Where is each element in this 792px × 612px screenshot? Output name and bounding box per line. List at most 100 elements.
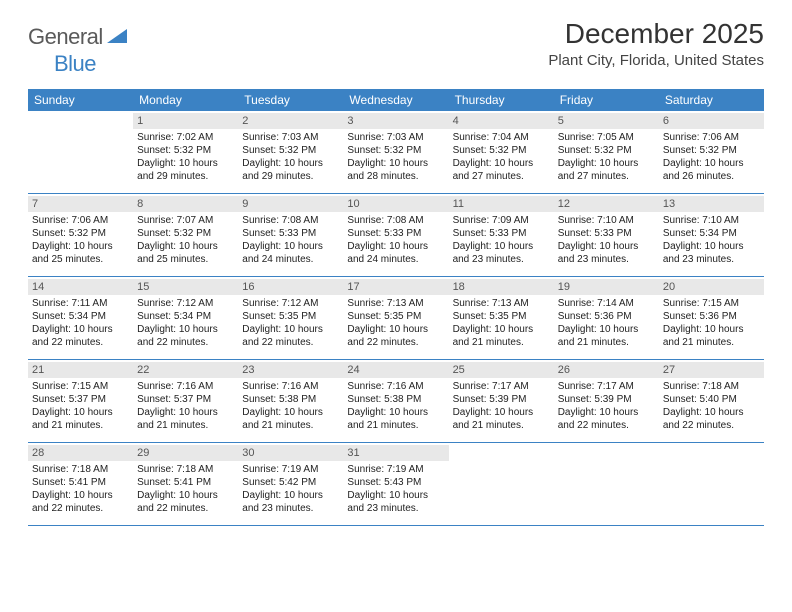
day-cell: 26Sunrise: 7:17 AMSunset: 5:39 PMDayligh… <box>554 360 659 442</box>
sunrise-text: Sunrise: 7:08 AM <box>347 214 444 227</box>
day-number: 18 <box>449 279 554 295</box>
sunrise-text: Sunrise: 7:15 AM <box>663 297 760 310</box>
daylight-text: Daylight: 10 hours and 22 minutes. <box>663 406 760 432</box>
sunset-text: Sunset: 5:32 PM <box>137 144 234 157</box>
day-cell: 7Sunrise: 7:06 AMSunset: 5:32 PMDaylight… <box>28 194 133 276</box>
daylight-text: Daylight: 10 hours and 24 minutes. <box>347 240 444 266</box>
day-cell: 31Sunrise: 7:19 AMSunset: 5:43 PMDayligh… <box>343 443 448 525</box>
day-cell: 24Sunrise: 7:16 AMSunset: 5:38 PMDayligh… <box>343 360 448 442</box>
sunset-text: Sunset: 5:35 PM <box>242 310 339 323</box>
daylight-text: Daylight: 10 hours and 22 minutes. <box>32 489 129 515</box>
day-number: 5 <box>554 113 659 129</box>
day-number: 31 <box>343 445 448 461</box>
logo-text-blue: Blue <box>54 51 96 76</box>
sunset-text: Sunset: 5:33 PM <box>347 227 444 240</box>
daylight-text: Daylight: 10 hours and 25 minutes. <box>32 240 129 266</box>
sunset-text: Sunset: 5:33 PM <box>242 227 339 240</box>
sunrise-text: Sunrise: 7:05 AM <box>558 131 655 144</box>
day-cell: 13Sunrise: 7:10 AMSunset: 5:34 PMDayligh… <box>659 194 764 276</box>
calendar-page: General December 2025 Plant City, Florid… <box>0 0 792 526</box>
day-cell: 30Sunrise: 7:19 AMSunset: 5:42 PMDayligh… <box>238 443 343 525</box>
sunrise-text: Sunrise: 7:03 AM <box>347 131 444 144</box>
sunset-text: Sunset: 5:39 PM <box>558 393 655 406</box>
logo-text-general: General <box>28 24 103 50</box>
daylight-text: Daylight: 10 hours and 27 minutes. <box>453 157 550 183</box>
daylight-text: Daylight: 10 hours and 28 minutes. <box>347 157 444 183</box>
day-cell: 3 Sunrise: 7:03 AMSunset: 5:32 PMDaylight… <box>343 111 448 193</box>
day-number: 14 <box>28 279 133 295</box>
daylight-text: Daylight: 10 hours and 22 minutes. <box>242 323 339 349</box>
day-cell: 14Sunrise: 7:11 AMSunset: 5:34 PMDayligh… <box>28 277 133 359</box>
sunset-text: Sunset: 5:32 PM <box>453 144 550 157</box>
day-number: 27 <box>659 362 764 378</box>
daylight-text: Daylight: 10 hours and 21 minutes. <box>453 323 550 349</box>
day-number: 28 <box>28 445 133 461</box>
day-cell: 4Sunrise: 7:04 AMSunset: 5:32 PMDaylight… <box>449 111 554 193</box>
sunset-text: Sunset: 5:32 PM <box>663 144 760 157</box>
daylight-text: Daylight: 10 hours and 21 minutes. <box>32 406 129 432</box>
day-number: 10 <box>343 196 448 212</box>
day-cell: 15Sunrise: 7:12 AMSunset: 5:34 PMDayligh… <box>133 277 238 359</box>
sunrise-text: Sunrise: 7:19 AM <box>347 463 444 476</box>
sunset-text: Sunset: 5:35 PM <box>347 310 444 323</box>
sunset-text: Sunset: 5:33 PM <box>453 227 550 240</box>
weekday-header: Saturday <box>659 89 764 111</box>
sunrise-text: Sunrise: 7:07 AM <box>137 214 234 227</box>
day-number: 11 <box>449 196 554 212</box>
daylight-text: Daylight: 10 hours and 23 minutes. <box>663 240 760 266</box>
day-number: 3 <box>343 113 448 129</box>
day-cell: 2Sunrise: 7:03 AMSunset: 5:32 PMDaylight… <box>238 111 343 193</box>
sunrise-text: Sunrise: 7:11 AM <box>32 297 129 310</box>
daylight-text: Daylight: 10 hours and 27 minutes. <box>558 157 655 183</box>
weekday-header: Sunday <box>28 89 133 111</box>
sunrise-text: Sunrise: 7:03 AM <box>242 131 339 144</box>
week-row: 7Sunrise: 7:06 AMSunset: 5:32 PMDaylight… <box>28 194 764 277</box>
sunset-text: Sunset: 5:41 PM <box>137 476 234 489</box>
sunrise-text: Sunrise: 7:19 AM <box>242 463 339 476</box>
sunrise-text: Sunrise: 7:04 AM <box>453 131 550 144</box>
day-number: 22 <box>133 362 238 378</box>
day-number: 17 <box>343 279 448 295</box>
sunrise-text: Sunrise: 7:16 AM <box>137 380 234 393</box>
sunrise-text: Sunrise: 7:18 AM <box>137 463 234 476</box>
logo-triangle-icon <box>107 27 127 48</box>
daylight-text: Daylight: 10 hours and 21 minutes. <box>137 406 234 432</box>
day-cell: 12Sunrise: 7:10 AMSunset: 5:33 PMDayligh… <box>554 194 659 276</box>
sunrise-text: Sunrise: 7:17 AM <box>453 380 550 393</box>
sunset-text: Sunset: 5:33 PM <box>558 227 655 240</box>
day-cell: 11Sunrise: 7:09 AMSunset: 5:33 PMDayligh… <box>449 194 554 276</box>
sunset-text: Sunset: 5:38 PM <box>242 393 339 406</box>
daylight-text: Daylight: 10 hours and 22 minutes. <box>32 323 129 349</box>
day-number: 23 <box>238 362 343 378</box>
daylight-text: Daylight: 10 hours and 22 minutes. <box>137 489 234 515</box>
day-number: 26 <box>554 362 659 378</box>
sunset-text: Sunset: 5:37 PM <box>137 393 234 406</box>
day-cell: 28Sunrise: 7:18 AMSunset: 5:41 PMDayligh… <box>28 443 133 525</box>
weekday-header: Thursday <box>449 89 554 111</box>
day-cell: . <box>449 443 554 525</box>
sunset-text: Sunset: 5:37 PM <box>32 393 129 406</box>
logo: General <box>28 18 129 50</box>
sunrise-text: Sunrise: 7:18 AM <box>32 463 129 476</box>
sunset-text: Sunset: 5:34 PM <box>663 227 760 240</box>
calendar-grid: Sunday Monday Tuesday Wednesday Thursday… <box>28 89 764 526</box>
month-title: December 2025 <box>548 18 764 50</box>
sunrise-text: Sunrise: 7:06 AM <box>32 214 129 227</box>
day-cell: 17Sunrise: 7:13 AMSunset: 5:35 PMDayligh… <box>343 277 448 359</box>
sunrise-text: Sunrise: 7:09 AM <box>453 214 550 227</box>
week-row: .1Sunrise: 7:02 AMSunset: 5:32 PMDayligh… <box>28 111 764 194</box>
weekday-header-row: Sunday Monday Tuesday Wednesday Thursday… <box>28 89 764 111</box>
sunrise-text: Sunrise: 7:06 AM <box>663 131 760 144</box>
sunrise-text: Sunrise: 7:16 AM <box>347 380 444 393</box>
day-cell: 1Sunrise: 7:02 AMSunset: 5:32 PMDaylight… <box>133 111 238 193</box>
day-number: 13 <box>659 196 764 212</box>
sunset-text: Sunset: 5:32 PM <box>347 144 444 157</box>
day-cell: 27Sunrise: 7:18 AMSunset: 5:40 PMDayligh… <box>659 360 764 442</box>
day-number: 19 <box>554 279 659 295</box>
day-number: 9 <box>238 196 343 212</box>
sunset-text: Sunset: 5:32 PM <box>242 144 339 157</box>
weekday-header: Wednesday <box>343 89 448 111</box>
day-cell: . <box>554 443 659 525</box>
daylight-text: Daylight: 10 hours and 25 minutes. <box>137 240 234 266</box>
weekday-header: Tuesday <box>238 89 343 111</box>
